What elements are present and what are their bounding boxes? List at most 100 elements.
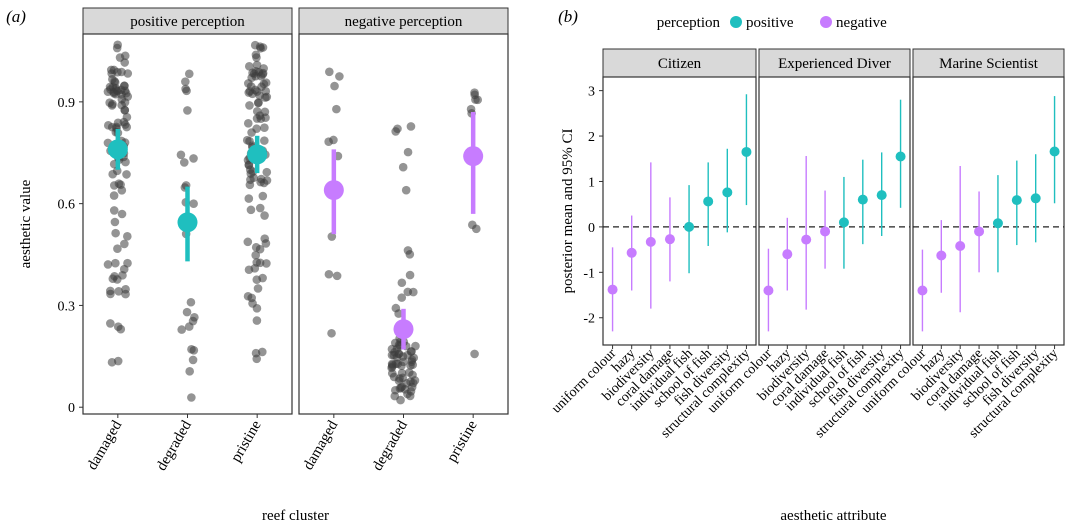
- a-observation-cloud: [387, 122, 420, 405]
- a-observation-point: [405, 249, 415, 259]
- legend-key-positive: [730, 16, 742, 28]
- a-observation-point: [259, 79, 269, 89]
- a-observation-point: [260, 211, 269, 220]
- b-strip-label: Citizen: [658, 56, 702, 72]
- a-x-tick-label: degraded: [370, 418, 412, 474]
- a-observation-point: [123, 232, 132, 241]
- a-mean-point-pristine: [463, 146, 484, 167]
- a-observation-point: [401, 185, 411, 195]
- a-observation-point: [327, 328, 336, 338]
- a-observation-point: [258, 273, 267, 283]
- b-mean-point: [722, 187, 733, 198]
- b-mean-point: [782, 249, 793, 260]
- a-observation-point: [262, 259, 271, 268]
- a-observation-point: [397, 293, 407, 302]
- a-observation-point: [189, 154, 198, 163]
- a-observation-point: [243, 237, 253, 247]
- a-mean-point-degraded: [177, 212, 198, 233]
- b-mean-point: [684, 221, 695, 232]
- a-observation-point: [407, 355, 417, 365]
- a-observation-point: [120, 239, 129, 249]
- a-observation-point: [260, 136, 269, 145]
- a-observation-point: [258, 70, 268, 79]
- a-observation-point: [182, 86, 191, 96]
- a-observation-point: [332, 271, 342, 281]
- b-strip-label: Marine Scientist: [939, 56, 1039, 72]
- a-x-tick-label: damaged: [84, 418, 125, 473]
- b-mean-point: [955, 240, 966, 251]
- a-observation-point: [119, 117, 129, 127]
- a-observation-point: [262, 167, 272, 177]
- a-observation-point: [176, 150, 186, 160]
- a-observation-point: [255, 203, 265, 213]
- a-observation-point: [244, 160, 254, 170]
- a-observation-point: [182, 307, 192, 317]
- a-observation-point: [242, 135, 252, 145]
- a-observation-cloud: [466, 88, 483, 359]
- a-observation-point: [108, 274, 118, 284]
- a-observation-point: [250, 40, 260, 50]
- a-observation-point: [247, 293, 256, 303]
- a-observation-point: [119, 264, 129, 274]
- b-mean-point: [917, 285, 928, 296]
- a-observation-point: [395, 384, 405, 393]
- a-observation-point: [408, 370, 417, 380]
- panel-b-label: (b): [558, 7, 578, 26]
- b-mean-point: [936, 250, 947, 261]
- a-observation-cloud: [103, 40, 133, 367]
- a-observation-point: [189, 199, 198, 209]
- b-y-tick-label: 3: [588, 85, 595, 100]
- a-observation-point: [244, 62, 254, 71]
- a-observation-point: [184, 322, 194, 331]
- a-observation-point: [113, 40, 122, 50]
- b-y-tick-label: 0: [588, 221, 595, 236]
- b-x-tick-label: uniform colour: [549, 346, 620, 417]
- a-observation-point: [254, 98, 263, 107]
- a-observation-point: [406, 122, 416, 131]
- a-x-tick-label: degraded: [154, 418, 196, 474]
- a-strip-label: negative perception: [345, 14, 463, 30]
- legend-label-negative: negative: [836, 15, 887, 31]
- a-observation-point: [122, 170, 131, 179]
- a-observation-point: [245, 101, 254, 110]
- a-y-tick-label: 0: [68, 401, 75, 416]
- a-observation-point: [470, 349, 479, 359]
- b-mean-point: [801, 234, 812, 245]
- a-observation-point: [251, 85, 260, 95]
- b-mean-point: [763, 285, 774, 296]
- a-observation-point: [106, 319, 115, 328]
- a-observation-point: [187, 345, 196, 354]
- a-strip: [82, 7, 293, 35]
- a-strip-label: positive perception: [130, 14, 245, 30]
- b-y-tick-label: -1: [583, 266, 595, 281]
- a-observation-point: [177, 325, 186, 334]
- a-observation-point: [244, 88, 254, 97]
- b-y-axis-title: posterior mean and 95% CI: [560, 129, 576, 294]
- a-mean-point-pristine: [247, 144, 268, 165]
- b-x-axis-title: aesthetic attribute: [780, 508, 887, 524]
- a-observation-point: [188, 355, 198, 365]
- b-panel-frame: [912, 76, 1065, 346]
- b-mean-point: [645, 236, 656, 247]
- a-observation-point: [398, 162, 408, 172]
- a-observation-point: [244, 79, 253, 88]
- a-observation-point: [123, 69, 133, 78]
- a-observation-point: [120, 81, 129, 91]
- b-mean-point: [838, 217, 849, 228]
- b-mean-point: [607, 284, 618, 295]
- a-observation-point: [106, 286, 115, 296]
- b-strip: [912, 48, 1065, 78]
- a-observation-point: [186, 297, 196, 307]
- b-mean-point: [1030, 193, 1041, 204]
- b-panel-frame: [758, 76, 911, 346]
- a-observation-point: [391, 303, 401, 313]
- a-observation-point: [260, 123, 269, 133]
- a-observation-point: [472, 224, 481, 234]
- a-observation-point: [470, 88, 479, 97]
- legend-title: perception: [657, 15, 721, 31]
- a-y-tick-label: 0.3: [58, 299, 76, 314]
- a-observation-point: [113, 244, 122, 254]
- a-observation-point: [183, 106, 192, 115]
- a-observation-point: [251, 50, 261, 60]
- a-observation-point: [473, 95, 483, 105]
